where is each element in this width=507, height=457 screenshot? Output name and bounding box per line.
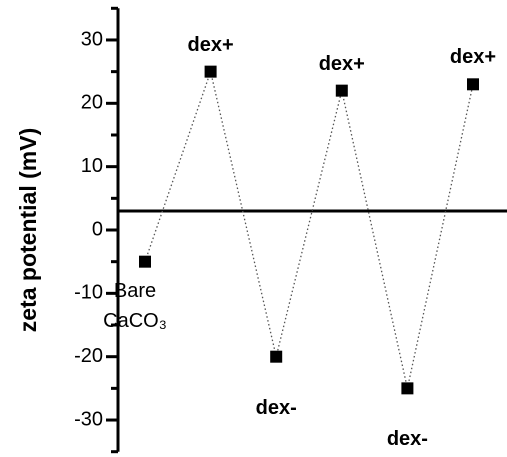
point-label: dex+: [187, 33, 234, 56]
point-label: dex+: [449, 46, 497, 69]
y-tick-label: 30: [81, 28, 103, 50]
y-tick-label: 10: [81, 155, 103, 177]
point-label: dex-: [255, 396, 297, 419]
point: [139, 255, 151, 268]
point-label: Bare CaCO₃: [103, 279, 167, 332]
y-axis-label: zeta potential (mV): [15, 128, 41, 332]
line: [144, 69, 474, 389]
y-tick-label: 0: [92, 218, 103, 240]
point-label: dex-: [386, 428, 428, 451]
y-tick-label: -20: [74, 345, 103, 367]
y-tick-label: 20: [81, 92, 103, 114]
y-tick-label: -10: [74, 282, 103, 304]
point: [467, 78, 479, 91]
point: [270, 350, 283, 363]
point: [335, 84, 348, 97]
point-label: dex+: [318, 52, 365, 75]
point: [204, 65, 217, 78]
point: [401, 382, 414, 395]
y-tick-label: -30: [74, 408, 103, 430]
